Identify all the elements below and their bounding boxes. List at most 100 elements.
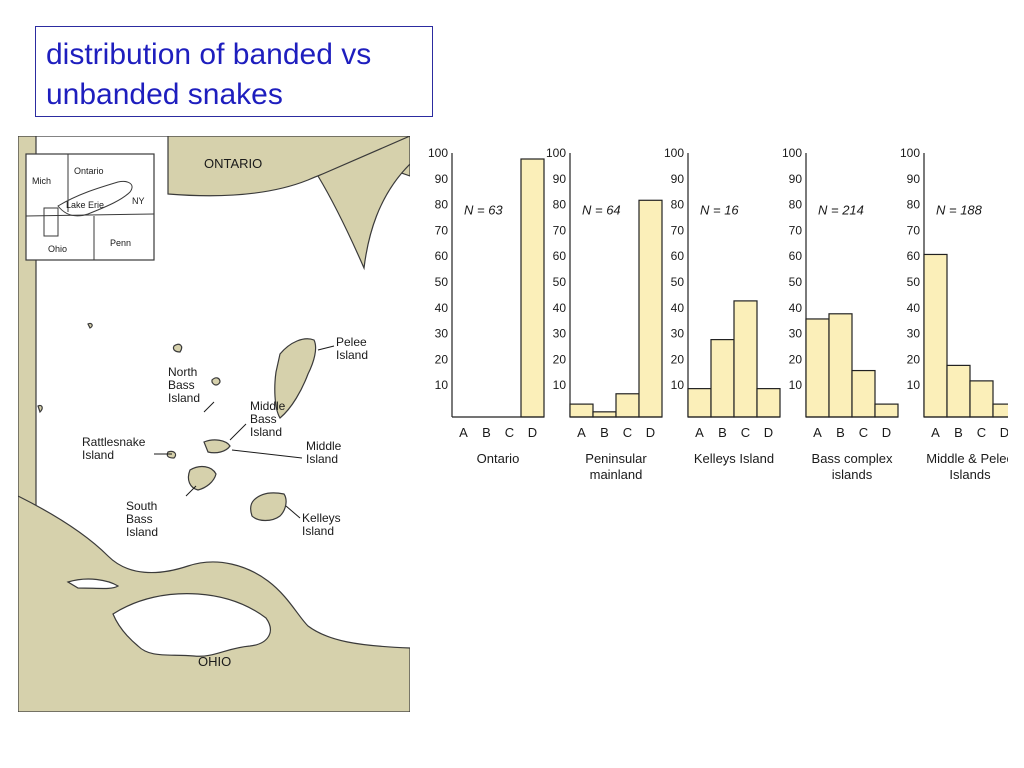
leader-line-2 (203, 401, 215, 413)
histogram-4-ytick-20: 20 (789, 352, 803, 366)
histogram-4-category-B: B (836, 425, 845, 440)
histogram-5-bar-A (923, 253, 948, 418)
histogram-2-ytick-30: 30 (553, 327, 567, 341)
histogram-2-ytick-20: 20 (553, 352, 567, 366)
histogram-2-ytick-90: 90 (553, 172, 567, 186)
histogram-4-ytick-10: 10 (789, 378, 803, 392)
histogram-2-ytick-50: 50 (553, 275, 567, 289)
small-island-2 (37, 404, 43, 414)
slide-title-line-2: unbanded snakes (46, 78, 283, 111)
histogram-4-bar-D (874, 403, 899, 418)
histogram-5-group-label: Middle & Pelee Islands (926, 451, 1008, 482)
map-labels: ONTARIO OHIO Pelee Island North Bass Island Mid… (32, 156, 368, 669)
histogram-2-group-label: Peninsular mainland (585, 451, 647, 482)
small-island-3 (87, 322, 93, 329)
histogram-3-ytick-50: 50 (671, 275, 685, 289)
histogram-3-group-label: Kelleys Island (694, 451, 774, 466)
histogram-3-ytick-30: 30 (671, 327, 685, 341)
histogram-4-ytick-100: 100 (782, 146, 802, 160)
histogram-3-category-B: B (718, 425, 727, 440)
histogram-3-bar-A (687, 388, 712, 418)
histogram-3-ytick-20: 20 (671, 352, 685, 366)
histogram-5-category-A: A (931, 425, 940, 440)
inset-label-penn: Penn (110, 238, 131, 248)
histogram-4-ytick-60: 60 (789, 249, 803, 263)
histogram-4-ytick-80: 80 (789, 198, 803, 212)
label-kelleys-island: Kelleys Island (302, 511, 341, 538)
histogram-1-sample-size: N = 63 (464, 203, 503, 218)
histogram-2-bar-D (638, 199, 663, 418)
histogram-2-ytick-100: 100 (546, 146, 566, 160)
histogram-3-sample-size: N = 16 (700, 203, 739, 218)
histogram-5-category-B: B (954, 425, 963, 440)
histogram-5-bar-C (969, 380, 994, 418)
histogram-2-ytick-40: 40 (553, 301, 567, 315)
histogram-5-ytick-60: 60 (907, 249, 921, 263)
histogram-5-ytick-30: 30 (907, 327, 921, 341)
histogram-3-ytick-60: 60 (671, 249, 685, 263)
histogram-4: 10 20 30 40 50 60 70 80 90 100 A B C D N = 214 Bass com… (782, 146, 899, 482)
histogram-5-bar-D (992, 403, 1017, 418)
histogram-5-sample-size: N = 188 (936, 203, 983, 218)
inset-lake-outline (57, 181, 133, 217)
histogram-5-ytick-90: 90 (907, 172, 921, 186)
histogram-1-category-B: B (482, 425, 491, 440)
histogram-4-category-A: A (813, 425, 822, 440)
histogram-2-ytick-60: 60 (553, 249, 567, 263)
histogram-3: 10 20 30 40 50 60 70 80 90 100 A B C D N = 16 Kelleys I… (664, 146, 781, 466)
histogram-3-bar-C (733, 300, 758, 418)
histogram-1-category-A: A (459, 425, 468, 440)
histogram-1-ytick-10: 10 (435, 378, 449, 392)
histogram-1: 10 20 30 40 50 60 70 80 90 100 A B C D N = 63 Ontario (428, 146, 545, 466)
histogram-2-category-A: A (577, 425, 586, 440)
histogram-4-bar-B (828, 313, 853, 418)
label-middle-bass-island: Middle Bass Island (250, 399, 286, 439)
histogram-4-group-label: Bass complex islands (812, 451, 893, 482)
histogram-4-ytick-90: 90 (789, 172, 803, 186)
histogram-2-bar-A (569, 403, 594, 418)
histogram-4-sample-size: N = 214 (818, 203, 864, 218)
histogram-2-category-B: B (600, 425, 609, 440)
histogram-1-group-label: Ontario (477, 451, 520, 466)
histogram-4-category-C: C (859, 425, 868, 440)
rattlesnake-island-shape (166, 450, 177, 459)
histogram-4-ytick-40: 40 (789, 301, 803, 315)
leader-line-6 (185, 485, 197, 497)
histogram-4-bar-A (805, 318, 830, 418)
histogram-5-ytick-40: 40 (907, 301, 921, 315)
histogram-3-ytick-90: 90 (671, 172, 685, 186)
histogram-4-bar-C (851, 369, 876, 418)
islands (37, 322, 317, 522)
label-pelee-island: Pelee Island (336, 335, 368, 362)
histogram-3-ytick-100: 100 (664, 146, 684, 160)
histogram-5-ytick-10: 10 (907, 378, 921, 392)
label-north-bass-island: North Bass Island (168, 365, 200, 405)
ontario-point-pelee (317, 135, 411, 271)
histogram-1-ytick-60: 60 (435, 249, 449, 263)
histogram-4-ytick-50: 50 (789, 275, 803, 289)
leader-line-7 (285, 505, 301, 519)
histogram-2-category-D: D (646, 425, 655, 440)
histogram-2-ytick-70: 70 (553, 223, 567, 237)
histogram-5: 10 20 30 40 50 60 70 80 90 100 A B C D N = 188 Middle &… (900, 146, 1017, 482)
histogram-1-ytick-70: 70 (435, 223, 449, 237)
histogram-1-ytick-90: 90 (435, 172, 449, 186)
histograms-panel: 10 20 30 40 50 60 70 80 90 100 A B C D N = 63 Ontario 10… (418, 145, 1017, 505)
north-bass-island-shape (211, 377, 221, 386)
sandusky-bay (112, 593, 271, 657)
histogram-1-category-C: C (505, 425, 514, 440)
pelee-island-shape (274, 338, 317, 419)
histogram-3-ytick-40: 40 (671, 301, 685, 315)
kelleys-island-shape (250, 492, 287, 522)
histogram-1-ytick-50: 50 (435, 275, 449, 289)
histogram-2-sample-size: N = 64 (582, 203, 621, 218)
histogram-3-bar-D (756, 388, 781, 418)
histogram-1-ytick-20: 20 (435, 352, 449, 366)
lake-erie-islands-map: ONTARIO OHIO Pelee Island North Bass Island Mid… (17, 135, 411, 713)
histogram-3-ytick-70: 70 (671, 223, 685, 237)
histogram-3-ytick-80: 80 (671, 198, 685, 212)
inset-label-mich: Mich (32, 176, 51, 186)
leader-line-5 (231, 449, 303, 459)
label-south-bass-island: South Bass Island (126, 499, 158, 539)
inset-label-lake-erie: Lake Erie (66, 200, 104, 210)
